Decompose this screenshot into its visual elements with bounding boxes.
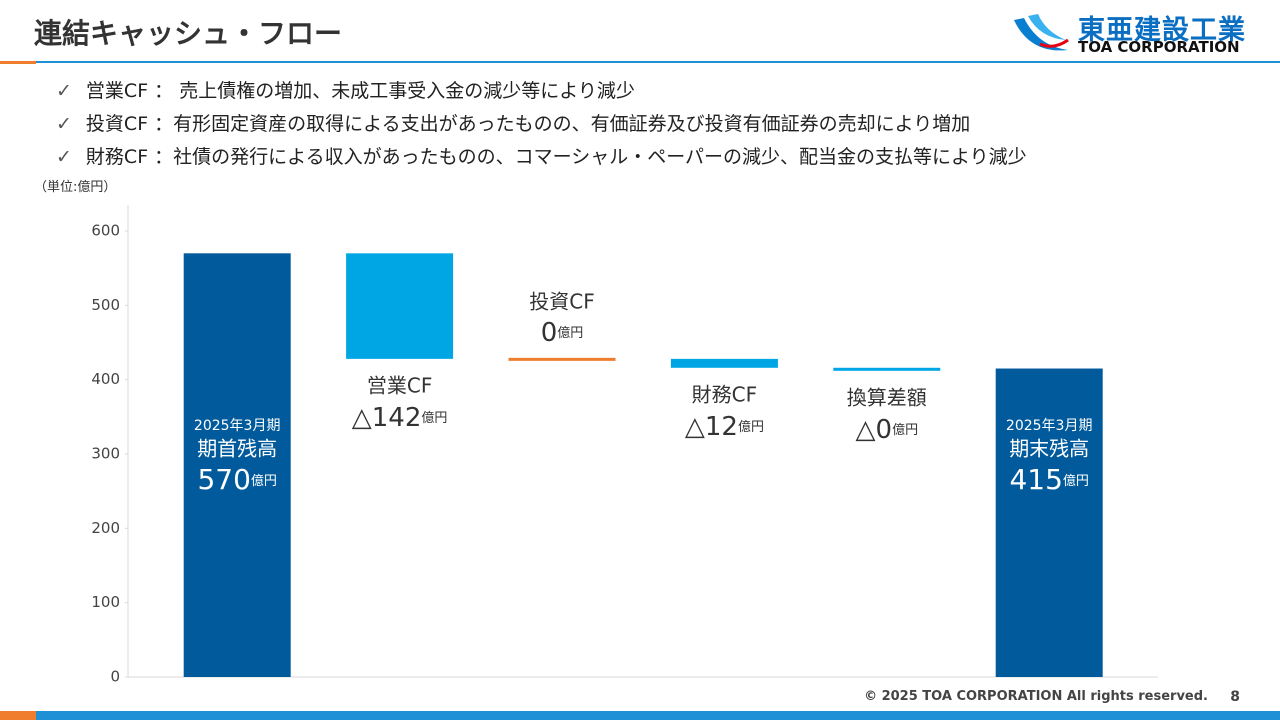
footer-accent xyxy=(0,711,36,720)
delta-value: 0億円 xyxy=(541,317,584,347)
zero-line xyxy=(508,357,616,361)
y-tick-label: 300 xyxy=(91,445,120,463)
bar xyxy=(833,367,941,371)
value-label: △0 xyxy=(856,414,893,444)
rule-accent xyxy=(0,61,36,64)
total-value: 415億円 xyxy=(1009,463,1088,496)
category-label: 投資CF xyxy=(529,289,594,313)
slide-title: 連結キャッシュ・フロー xyxy=(34,17,343,50)
category-label: 財務CF xyxy=(692,382,757,406)
y-tick-label: 400 xyxy=(91,370,120,388)
rule xyxy=(36,61,1280,63)
category-label: 期首残高 xyxy=(197,437,277,461)
chart: 01002003004005006002025年3月期期首残高570億円営業CF… xyxy=(91,205,1158,686)
delta-value: △12億円 xyxy=(685,411,764,441)
value-label: △142 xyxy=(352,402,422,432)
bullet-text: 財務CF ：社債の発行による収入があったものの、コマーシャル・ペーパーの減少、配… xyxy=(85,146,1027,168)
delta-value: △142億円 xyxy=(352,402,448,432)
value-label: 415 xyxy=(1009,463,1062,496)
bullet-text: 営業CF ： 売上債権の増加、未成工事受入金の減少等により減少 xyxy=(85,80,635,102)
value-label: 570 xyxy=(197,463,250,496)
bar xyxy=(995,368,1103,677)
category-label: 営業CF xyxy=(367,373,432,397)
y-tick-label: 200 xyxy=(91,519,120,537)
category-label: 期末残高 xyxy=(1009,437,1089,461)
value-unit: 億円 xyxy=(421,409,447,425)
bullet: ✓ 投資CF ：有形固定資産の取得による支出があったものの、有価証券及び投資有価証… xyxy=(56,113,971,135)
bar xyxy=(346,253,454,359)
y-tick-label: 0 xyxy=(110,668,120,686)
y-tick-label: 100 xyxy=(91,593,120,611)
logo-name: 東亜建設工業 xyxy=(1078,15,1246,46)
bullet: ✓ 営業CF ： 売上債権の増加、未成工事受入金の減少等により減少 xyxy=(56,80,635,102)
value-unit: 億円 xyxy=(738,418,764,434)
logo-mark xyxy=(1014,14,1069,51)
value-label: 0 xyxy=(541,317,558,347)
y-tick-label: 500 xyxy=(91,296,120,314)
bar xyxy=(670,358,778,368)
page-number: 8 xyxy=(1230,689,1240,705)
bullet: ✓ 財務CF ：社債の発行による収入があったものの、コマーシャル・ペーパーの減少、… xyxy=(56,146,1027,168)
value-unit: 億円 xyxy=(251,473,277,489)
footer-bar xyxy=(36,711,1280,720)
y-tick-label: 600 xyxy=(91,222,120,240)
value-label: △12 xyxy=(685,411,738,441)
period-label: 2025年3月期 xyxy=(194,418,281,434)
copyright: © 2025 TOA CORPORATION All rights reserv… xyxy=(864,689,1208,704)
value-unit: 億円 xyxy=(557,324,583,340)
bar xyxy=(183,253,291,678)
logo-sub: TOA CORPORATION xyxy=(1078,38,1240,56)
value-unit: 億円 xyxy=(892,421,918,437)
category-label: 換算差額 xyxy=(847,385,927,409)
value-unit: 億円 xyxy=(1063,473,1089,489)
bullet-text: 投資CF ：有形固定資産の取得による支出があったものの、有価証券及び投資有価証券… xyxy=(85,113,971,135)
period-label: 2025年3月期 xyxy=(1006,418,1093,434)
total-value: 570億円 xyxy=(197,463,276,496)
unit-note: （単位:億円） xyxy=(34,180,117,195)
delta-value: △0億円 xyxy=(856,414,919,444)
